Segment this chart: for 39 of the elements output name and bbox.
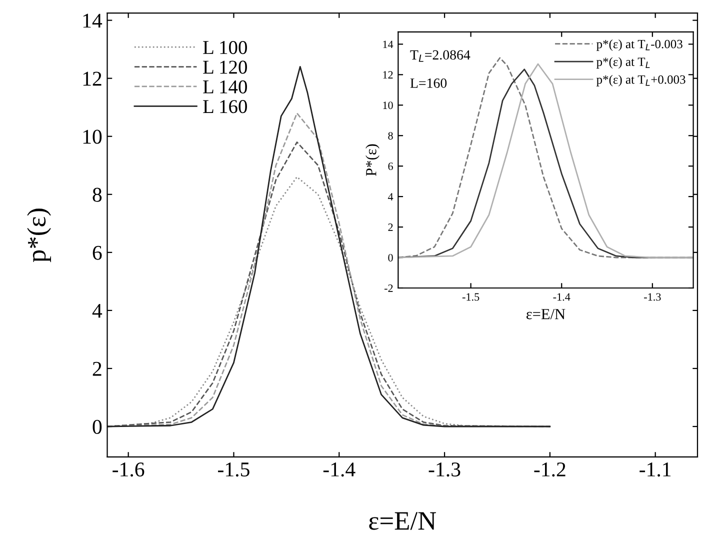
y-tick-label: 8	[92, 188, 102, 202]
x-tick-label: -1.2	[534, 462, 566, 477]
legend-label: L 140	[203, 80, 247, 94]
y-tick-label: 12	[83, 72, 102, 86]
legend-label: p*(ε) at T$_{L}$+0.003	[596, 74, 686, 86]
y-tick-label: 14	[383, 40, 394, 48]
y-tick-label: 6	[92, 246, 102, 260]
y-tick-label: -2	[384, 284, 393, 292]
y-tick-label: 4	[92, 304, 102, 318]
x-tick-label: -1.3	[428, 462, 460, 477]
x-tick-label: -1.5	[218, 462, 250, 477]
y-tick-label: 10	[383, 102, 393, 110]
y-tick-label: 0	[388, 254, 393, 262]
legend-label: L 160	[203, 100, 247, 114]
y-tick-label: 12	[383, 71, 393, 79]
y-axis-title: p*(ε)	[27, 208, 52, 262]
x-axis-title: ε=E/N	[369, 512, 436, 530]
y-tick-label: 2	[92, 362, 102, 376]
x-tick-label: -1.4	[323, 462, 356, 477]
y-tick-label: 6	[388, 162, 393, 170]
x-axis-title: ε=E/N	[526, 309, 566, 320]
legend-label: L 120	[203, 60, 247, 74]
y-tick-label: 0	[92, 420, 102, 434]
x-tick-label: -1.1	[640, 462, 671, 477]
x-tick-label: -1.3	[644, 293, 661, 301]
y-tick-label: 2	[388, 224, 393, 231]
y-tick-label: 8	[388, 132, 393, 140]
legend-label: p*(ε) at T$_{L}$-0.003	[596, 39, 682, 51]
y-tick-label: 10	[83, 130, 102, 144]
y-tick-label: 4	[388, 193, 394, 200]
x-tick-label: -1.4	[553, 293, 570, 301]
annotation: L=160	[410, 78, 447, 88]
legend-label: p*(ε) at T$_{L}$	[596, 57, 650, 69]
y-tick-label: 14	[83, 14, 102, 28]
x-tick-label: -1.5	[462, 293, 480, 301]
annotation: T$_{L}$=2.0864	[410, 50, 470, 62]
legend-label: L 100	[203, 40, 247, 54]
x-tick-label: -1.6	[112, 462, 144, 477]
y-axis-title: P*(ε)	[366, 144, 380, 176]
